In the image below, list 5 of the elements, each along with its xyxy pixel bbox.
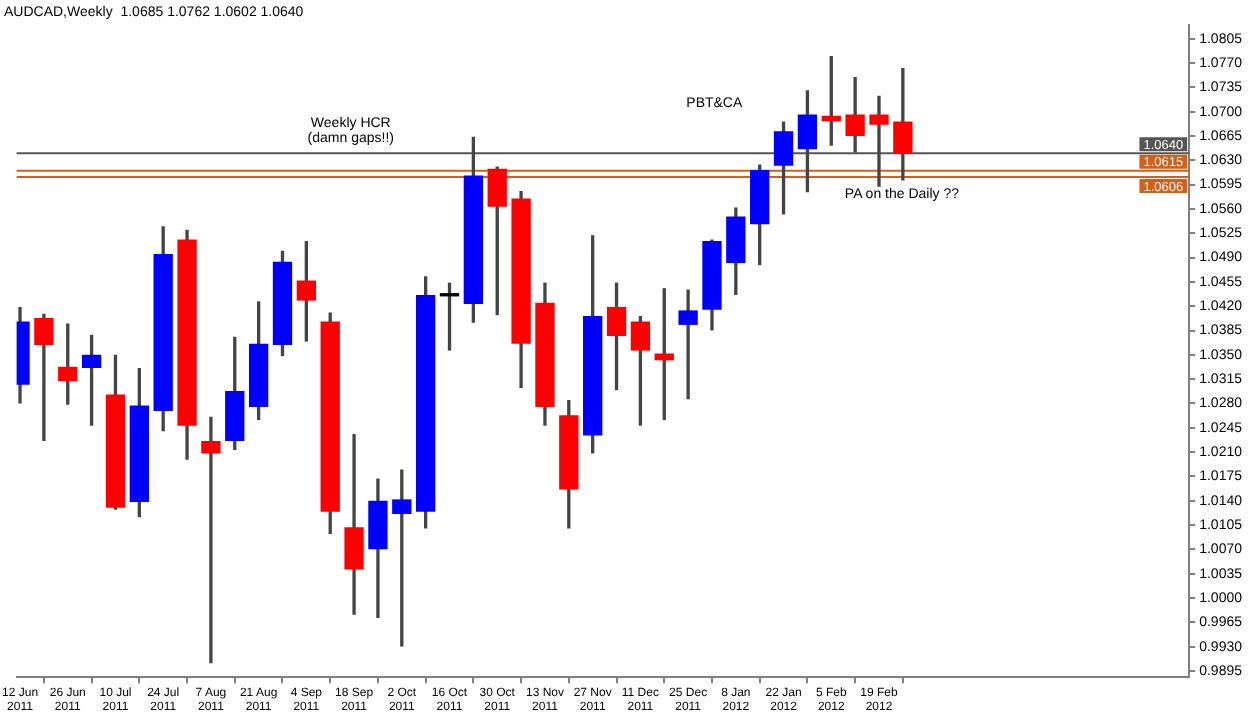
candlestick <box>869 95 889 187</box>
candlestick <box>201 416 221 664</box>
candlestick <box>344 434 364 615</box>
candlestick <box>678 289 698 400</box>
candlestick <box>34 313 54 441</box>
